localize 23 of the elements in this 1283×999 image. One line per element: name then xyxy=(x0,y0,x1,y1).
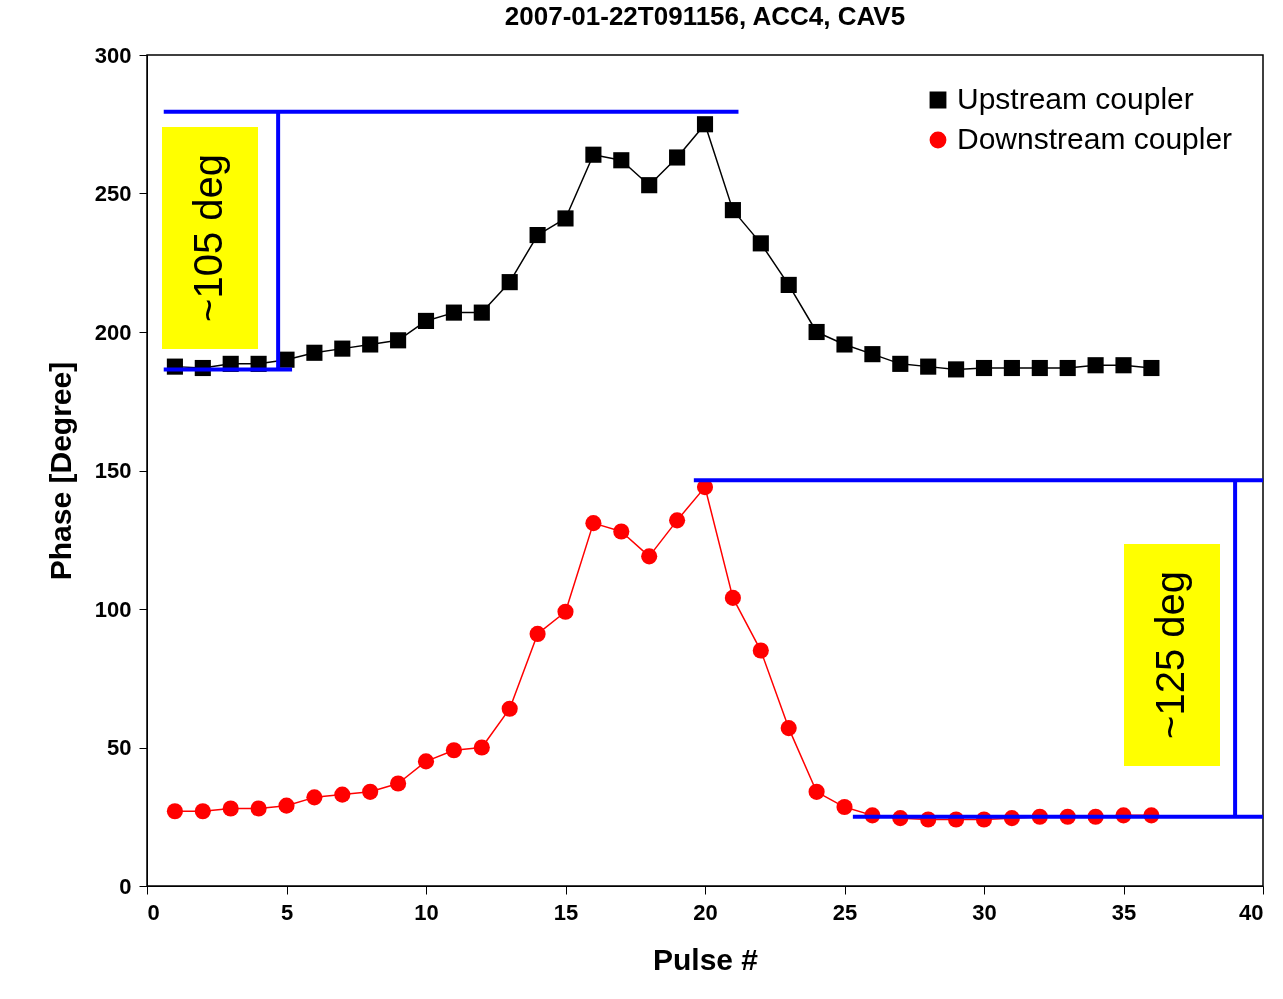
x-tick-label: 30 xyxy=(972,899,997,925)
x-tick-label: 10 xyxy=(414,899,439,925)
x-tick-label: 5 xyxy=(280,899,294,925)
annotation: ~125 deg xyxy=(1148,571,1192,739)
x-tick-label: 20 xyxy=(693,899,718,925)
y-tick-label: 100 xyxy=(94,596,132,622)
y-tick-label: 0 xyxy=(119,873,132,899)
y-axis-title: Phase [Degree] xyxy=(43,361,77,581)
x-tick-label: 0 xyxy=(147,899,160,925)
y-tick-label: 300 xyxy=(94,42,132,68)
x-tick-label: 35 xyxy=(1111,899,1137,925)
y-tick-label: 250 xyxy=(94,181,132,206)
y-tick-label: 50 xyxy=(107,735,132,760)
x-tick-label: 40 xyxy=(1239,899,1264,925)
legend-label: Downstream coupler xyxy=(957,122,1233,155)
annotation: ~105 deg xyxy=(186,154,230,322)
y-tick-label: 150 xyxy=(94,458,132,483)
legend-label: Upstream coupler xyxy=(957,82,1194,115)
x-axis-title: Pulse # xyxy=(652,942,759,976)
x-tick-label: 15 xyxy=(553,899,579,925)
x-tick-label: 25 xyxy=(832,899,858,925)
y-tick-label: 200 xyxy=(94,319,132,345)
chart-title: 2007-01-22T091156, ACC4, CAV5 xyxy=(504,1,906,31)
